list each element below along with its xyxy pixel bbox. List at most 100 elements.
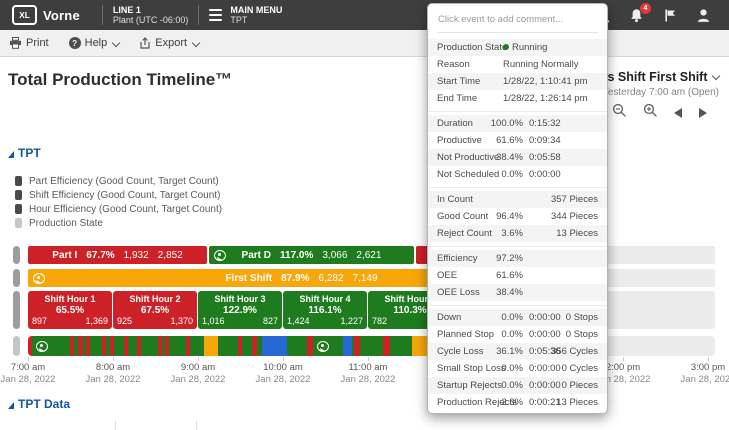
main-menu[interactable]: MAIN MENU TPT	[230, 5, 282, 26]
state-segment[interactable]	[162, 336, 165, 356]
popup-row-percent: 0.0%	[501, 363, 523, 374]
event-good-count: 1,932	[123, 249, 149, 261]
popup-row: Startup Rejects 0.0% 0:00:00 0 Pieces	[428, 377, 607, 394]
hamburger-menu-icon[interactable]	[209, 8, 223, 22]
row-handle-state[interactable]	[13, 336, 20, 356]
state-segment[interactable]	[110, 336, 114, 356]
popup-row-count: 13 Pieces	[556, 397, 598, 408]
state-segment[interactable]	[90, 336, 102, 356]
popup-row-percent: 38.4%	[496, 287, 523, 298]
popup-row: Cycle Loss 36.1% 0:05:36 356 Cycles	[428, 343, 607, 360]
state-segment[interactable]	[74, 336, 78, 356]
timeline-event-shift-hour-1[interactable]: Shift Hour 1 65.5% 897 1,369	[28, 291, 112, 329]
state-segment[interactable]	[262, 336, 287, 356]
axis-tick	[283, 357, 284, 361]
state-segment[interactable]	[343, 336, 352, 356]
popup-row-label: Cycle Loss	[437, 346, 484, 357]
state-segment[interactable]	[287, 336, 307, 356]
state-segment[interactable]	[190, 336, 204, 356]
state-segment[interactable]	[86, 336, 90, 356]
export-button[interactable]: Export	[139, 37, 201, 49]
timeline-event-shift-hour-2[interactable]: Shift Hour 2 67.5% 925 1,370	[113, 291, 197, 329]
state-segment[interactable]	[128, 336, 137, 356]
help-button[interactable]: ? Help	[68, 37, 121, 49]
state-segment[interactable]	[114, 336, 124, 356]
line-info: LINE 1 Plant (UTC -06:00)	[113, 5, 189, 26]
axis-tick	[28, 357, 29, 361]
row-handle-parts[interactable]	[13, 246, 20, 264]
state-segment[interactable]	[307, 336, 313, 356]
popup-row-percent: 2.3%	[501, 397, 523, 408]
zoom-out-button[interactable]	[612, 103, 626, 122]
print-label: Print	[26, 37, 49, 49]
state-segment[interactable]	[383, 336, 390, 356]
legend-swatch-icon	[15, 176, 22, 186]
popup-row-label: Efficiency	[437, 253, 478, 264]
axis-date: Jan 28, 2022	[255, 374, 311, 386]
state-segment[interactable]	[158, 336, 162, 356]
hour-target-count: 827	[262, 316, 278, 326]
state-segment[interactable]	[390, 336, 412, 356]
timeline-event-shift-hour-4[interactable]: Shift Hour 4 116.1% 1,424 1,227	[283, 291, 367, 329]
state-segment[interactable]	[242, 336, 252, 356]
state-segment[interactable]	[252, 336, 257, 356]
popup-row-value: 1/28/22, 1:10:41 pm	[503, 76, 588, 87]
tpt-section-header[interactable]: TPT	[8, 146, 41, 160]
tpt-data-section-title: TPT Data	[18, 397, 71, 411]
state-segment[interactable]	[412, 336, 428, 356]
popup-row: Duration 100.0% 0:15:32	[428, 115, 607, 132]
state-segment[interactable]	[83, 336, 86, 356]
popup-row: Start Time 1/28/22, 1:10:41 pm	[428, 73, 607, 90]
state-segment[interactable]	[313, 336, 343, 356]
state-segment[interactable]	[169, 336, 186, 356]
popup-row-percent: 61.6%	[496, 270, 523, 281]
state-segment[interactable]	[204, 336, 218, 356]
state-segment[interactable]	[106, 336, 110, 356]
popup-row-duration: 0:00:00	[529, 380, 561, 391]
state-segment[interactable]	[102, 336, 106, 356]
zoom-in-button[interactable]	[643, 103, 657, 122]
state-segment[interactable]	[257, 336, 262, 356]
shift-selector-dropdown[interactable]: This Shift First Shift	[576, 70, 721, 84]
popup-row-count: 344 Pieces	[550, 211, 598, 222]
line-timezone: Plant (UTC -06:00)	[112, 15, 189, 25]
hour-efficiency-pct: 65.5%	[55, 305, 85, 316]
axis-date: Jan 28, 2022	[85, 374, 141, 386]
timeline-event-part-i[interactable]: Part I 67.7% 1,932 2,852	[28, 246, 207, 264]
state-segment[interactable]	[141, 336, 158, 356]
state-segment[interactable]	[32, 336, 70, 356]
state-segment[interactable]	[238, 336, 242, 356]
pan-left-button[interactable]	[674, 107, 682, 118]
notifications-bell-icon[interactable]: 4	[629, 2, 651, 23]
print-button[interactable]: Print	[9, 37, 49, 49]
comment-input[interactable]: Click event to add comment...	[437, 11, 598, 33]
state-segment[interactable]	[360, 336, 383, 356]
state-segment[interactable]	[352, 336, 354, 356]
state-segment[interactable]	[124, 336, 128, 356]
popup-row: Down 0.0% 0:00:00 0 Stops	[428, 309, 607, 326]
row-handle-hours[interactable]	[13, 291, 20, 329]
timeline-event-part-d[interactable]: Part D 117.0% 3,066 2,621	[209, 246, 414, 264]
row-handle-shift[interactable]	[13, 269, 20, 287]
event-good-count: 3,066	[322, 249, 348, 261]
state-segment[interactable]	[78, 336, 83, 356]
state-segment[interactable]	[218, 336, 238, 356]
tpt-data-section-header[interactable]: TPT Data	[8, 397, 70, 411]
state-segment[interactable]	[186, 336, 190, 356]
printer-icon	[10, 37, 21, 49]
pan-right-button[interactable]	[699, 107, 707, 118]
axis-time: 11:00 am	[348, 362, 388, 373]
notification-badge: 4	[640, 2, 651, 14]
state-segment[interactable]	[137, 336, 141, 356]
axis-label: 11:00 am Jan 28, 2022	[341, 362, 396, 387]
state-segment[interactable]	[70, 336, 74, 356]
flag-icon[interactable]	[663, 8, 677, 23]
state-segment[interactable]	[354, 336, 360, 356]
state-segment[interactable]	[165, 336, 169, 356]
timeline-event-shift-hour-3[interactable]: Shift Hour 3 122.9% 1,016 827	[198, 291, 282, 329]
user-account-icon[interactable]	[696, 8, 711, 23]
popup-row-label: Duration	[437, 118, 473, 129]
popup-row-duration: 0:00:21	[529, 397, 561, 408]
state-segment[interactable]	[28, 336, 32, 356]
